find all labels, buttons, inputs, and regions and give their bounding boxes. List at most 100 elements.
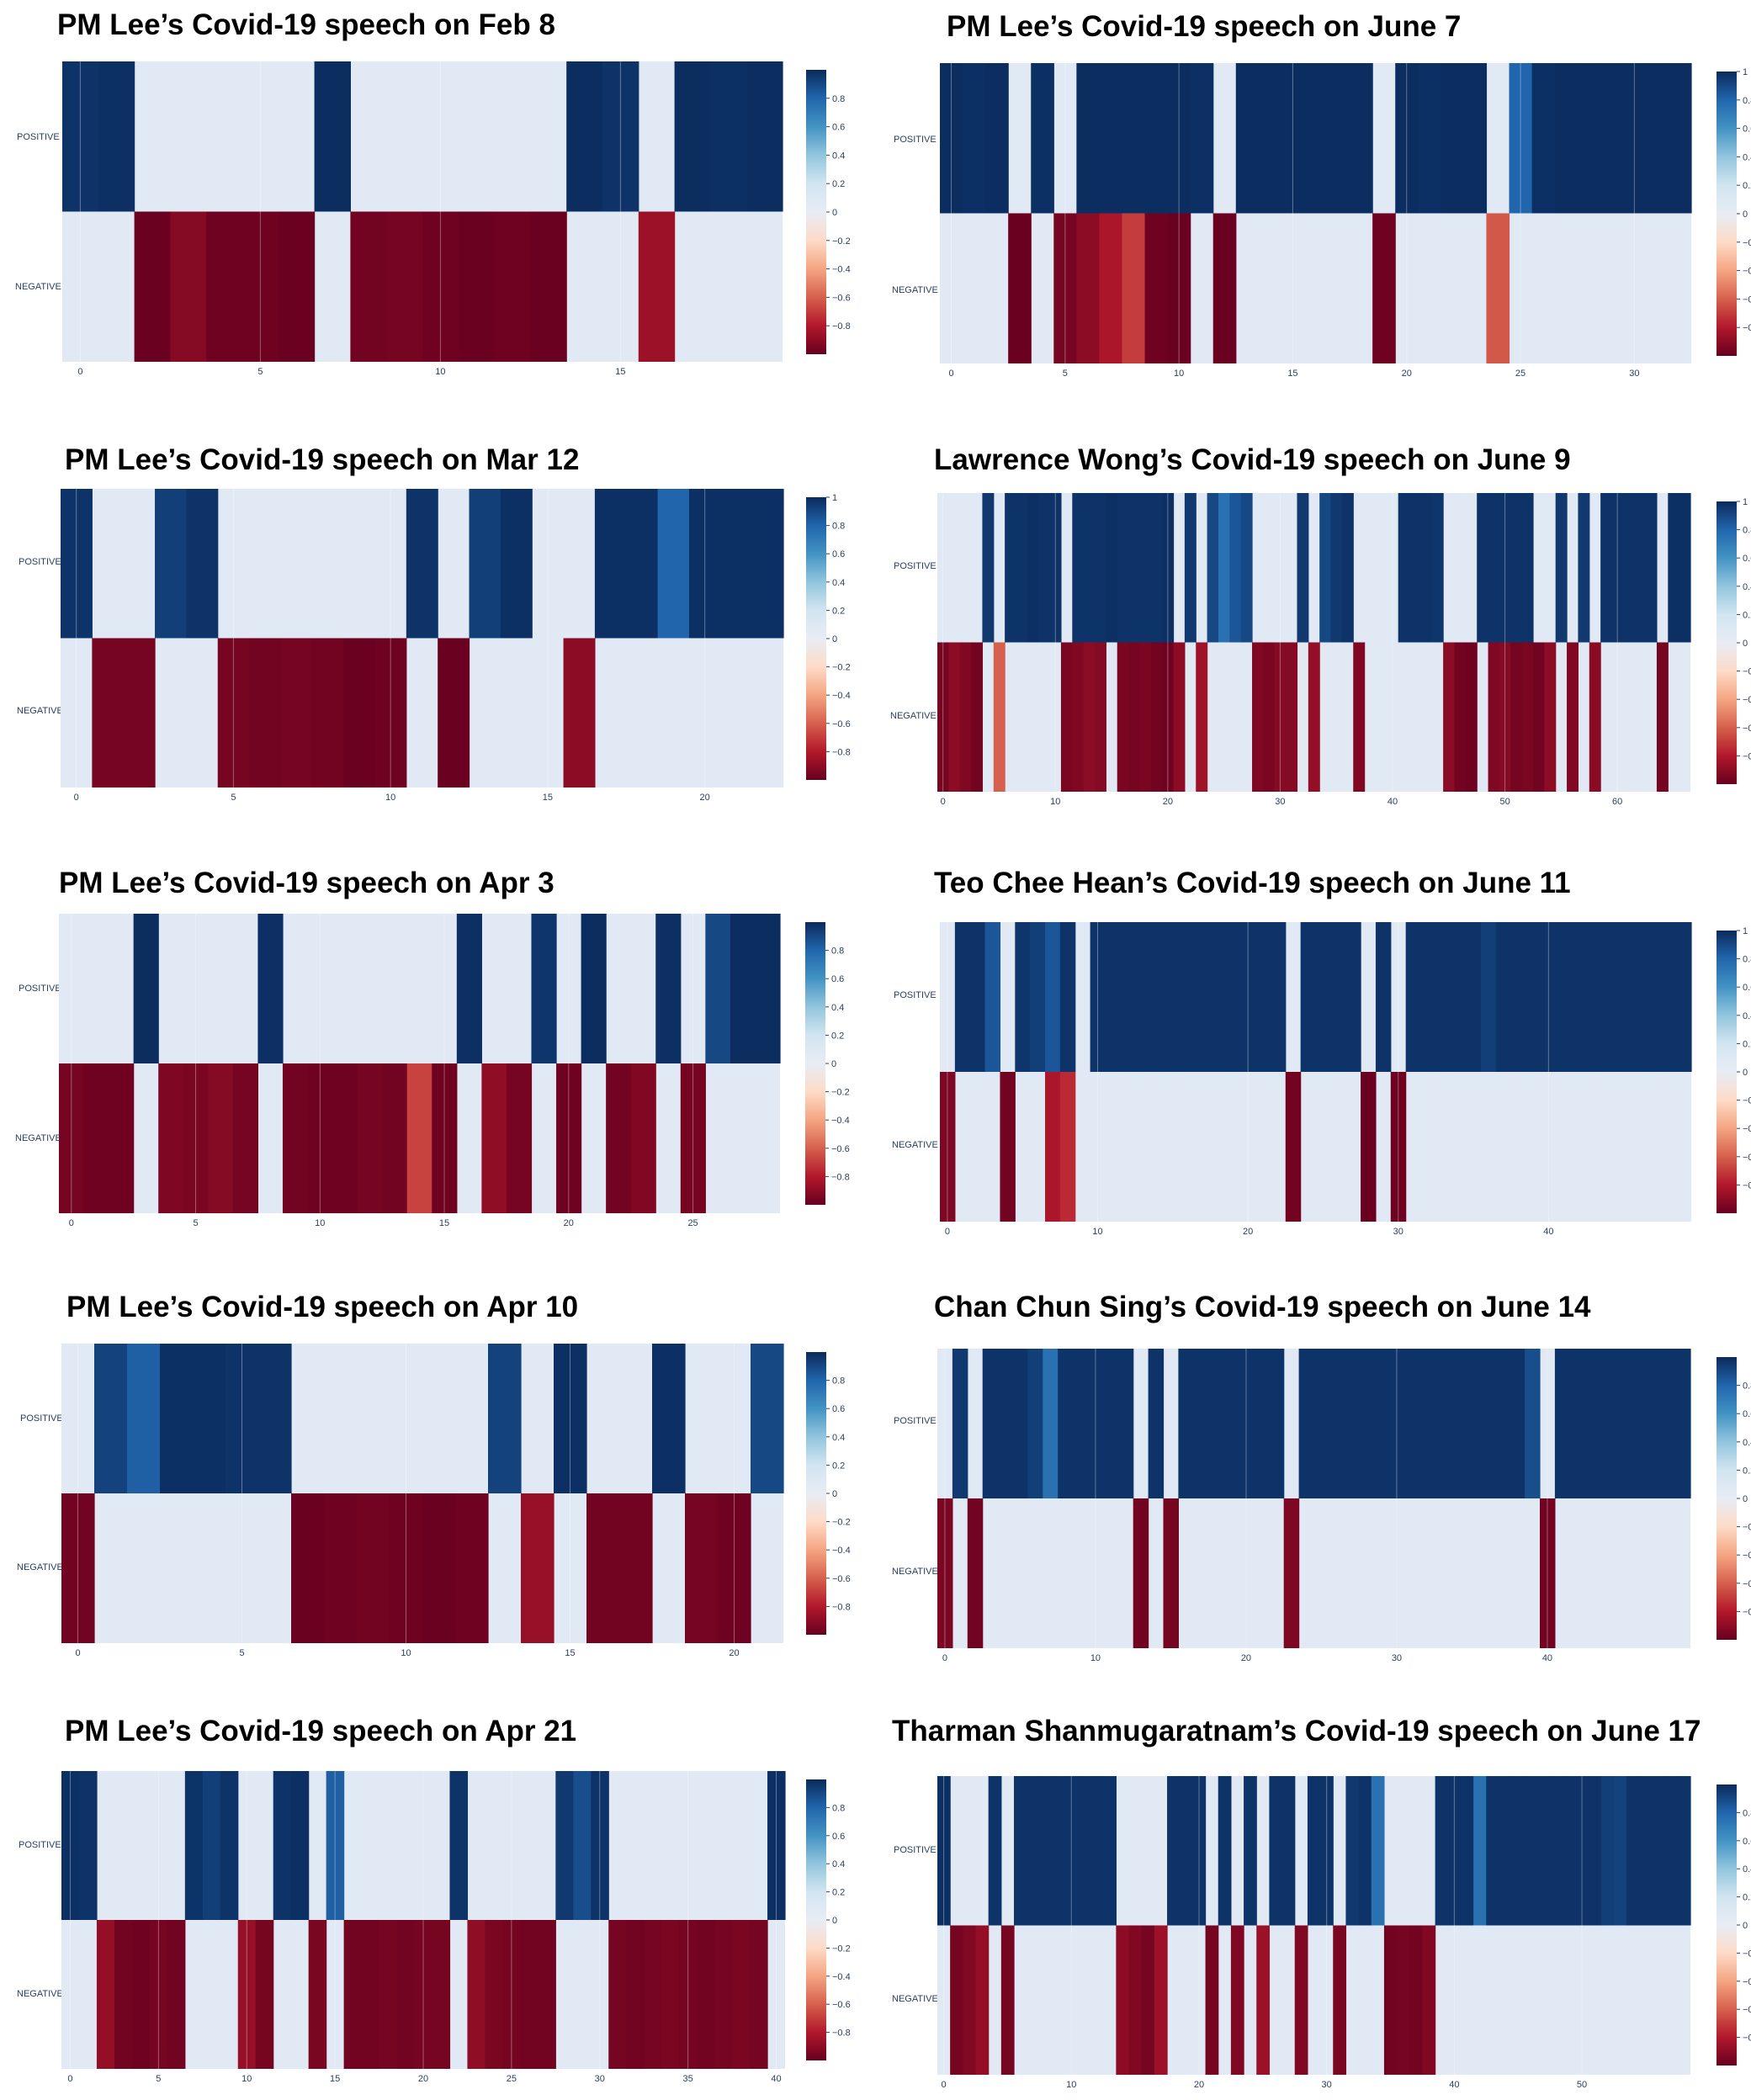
x-tick-label: 20 (1241, 1653, 1251, 1663)
positive-cell (1541, 922, 1557, 1072)
colorbar-tick-label: 0 (832, 634, 837, 644)
positive-cell (1511, 1776, 1525, 1926)
positive-cell (985, 63, 1009, 214)
colorbar-tick-label: 0.8 (832, 522, 845, 532)
positive-cell (1106, 493, 1118, 643)
positive-cell (1095, 493, 1106, 643)
positive-cell (1045, 922, 1061, 1072)
positive-cell (1303, 63, 1328, 214)
negative-cell (183, 1063, 209, 1213)
positive-cell (1486, 1776, 1500, 1926)
positive-cell (1676, 922, 1692, 1072)
x-tick-label: 40 (1542, 1653, 1552, 1663)
positive-cell (1395, 63, 1419, 214)
negative-cell (506, 1063, 533, 1213)
colorbar-tick-label: −0.4 (832, 1546, 851, 1556)
colorbar-tick-label: −0.4 (1743, 1124, 1751, 1134)
colorbar-tick-label: 0.6 (832, 123, 845, 133)
positive-cell (1327, 63, 1350, 214)
x-tick-label: 0 (942, 1653, 947, 1663)
x-tick-label: 0 (941, 797, 946, 807)
positive-cell (1073, 1349, 1089, 1498)
positive-cell (1626, 1776, 1640, 1926)
positive-cell (591, 1771, 609, 1920)
positive-cell (1165, 922, 1181, 1072)
positive-cell (1208, 1349, 1224, 1498)
colorbar-tick-label: 0.4 (1743, 1011, 1751, 1021)
colorbar-tick-label: 0.2 (1743, 181, 1751, 191)
negative-cell (1230, 1925, 1244, 2075)
positive-cell (1577, 63, 1601, 214)
positive-cell (1479, 1349, 1495, 1498)
colorbar-tick-label: 0.6 (1743, 1409, 1751, 1419)
negative-cell (626, 1920, 645, 2069)
positive-cell (1235, 63, 1260, 214)
positive-cell (1524, 1776, 1538, 1926)
positive-cell (755, 914, 781, 1063)
positive-cell (1521, 493, 1534, 643)
positive-cell (1052, 1776, 1066, 1926)
heatmap-panel: PM Lee’s Covid-19 speech on Apr 21 POSIT… (0, 1691, 875, 2100)
negative-cell (96, 1920, 115, 2069)
x-tick-label: 0 (948, 369, 953, 379)
negative-cell (502, 1920, 521, 2069)
x-tick-label: 60 (1612, 797, 1622, 807)
negative-cell (1128, 1925, 1143, 2075)
colorbar-tick-label: 0.4 (832, 151, 845, 161)
positive-cell (952, 1349, 968, 1498)
negative-cell (109, 1063, 135, 1213)
panel-title: PM Lee’s Covid-19 speech on Mar 12 (65, 443, 580, 476)
positive-cell (1139, 493, 1152, 643)
positive-cell (688, 489, 721, 639)
x-tick-label: 10 (1050, 797, 1060, 807)
colorbar-tick-label: 0.6 (832, 549, 845, 559)
negative-cell (1256, 1925, 1271, 2075)
negative-cell (1059, 1072, 1076, 1222)
positive-cell (1350, 63, 1373, 214)
positive-cell (1184, 493, 1197, 643)
colorbar-tick-label: 0.4 (1743, 582, 1751, 592)
row-label-negative: NEGATIVE (15, 1133, 61, 1143)
colorbar (806, 497, 826, 780)
positive-cell (202, 1771, 221, 1920)
colorbar-tick-label: −0.8 (832, 1602, 851, 1612)
negative-cell (357, 1493, 390, 1643)
negative-cell (1095, 642, 1106, 792)
positive-cell (1281, 1776, 1296, 1926)
colorbar-tick-label: −0.6 (1743, 2005, 1751, 2015)
negative-cell (1544, 642, 1557, 792)
negative-cell (324, 1493, 358, 1643)
negative-cell (386, 211, 423, 362)
positive-cell (1076, 63, 1101, 214)
positive-cell (657, 489, 690, 639)
colorbar-tick-label: 0.6 (1743, 554, 1751, 564)
x-tick-label: 50 (1499, 797, 1510, 807)
positive-cell (1180, 1776, 1193, 1926)
negative-cell (1205, 1925, 1219, 2075)
negative-cell (530, 211, 567, 362)
positive-cell (1341, 493, 1354, 643)
positive-cell (1258, 63, 1282, 214)
positive-cell (1345, 1776, 1360, 1926)
positive-cell (1320, 1776, 1334, 1926)
row-label-positive: POSITIVE (19, 557, 61, 567)
positive-cell (1509, 63, 1533, 214)
positive-cell (1150, 922, 1166, 1072)
negative-cell (396, 1920, 416, 2069)
heatmap-panel: Teo Chee Hean’s Covid-19 speech on June … (875, 850, 1751, 1270)
colorbar-tick-label: −0.6 (832, 293, 851, 303)
positive-cell (1441, 63, 1464, 214)
heatmap-plot: 0 5 10 15 20 1 0.8 0.6 0.4 0.2 0 −0.2 −0.4 −0.6 −0.8 (61, 489, 851, 803)
colorbar-tick-label: 0.2 (832, 606, 845, 616)
negative-cell (382, 1063, 408, 1213)
positive-cell (1675, 1349, 1691, 1498)
positive-cell (1634, 493, 1647, 643)
positive-cell (594, 489, 627, 639)
positive-cell (1550, 1776, 1563, 1926)
negative-cell (697, 1920, 715, 2069)
colorbar-tick-label: 0.8 (1743, 955, 1751, 965)
positive-cell (988, 1776, 1002, 1926)
positive-cell (1451, 922, 1467, 1072)
negative-cell (1116, 1925, 1130, 2075)
negative-cell (167, 1920, 186, 2069)
